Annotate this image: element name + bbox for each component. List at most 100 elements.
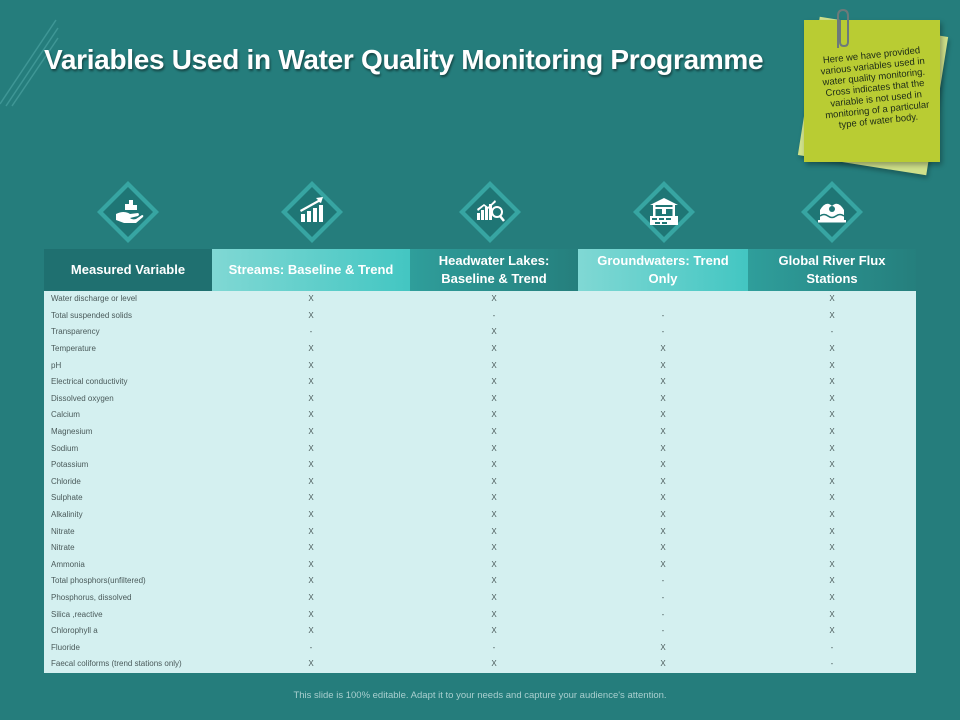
table-row: Temperature X X X X bbox=[44, 340, 916, 358]
variable-cell: Faecal coliforms (trend stations only) bbox=[44, 656, 212, 673]
table-row: Transparency - X - - bbox=[44, 324, 916, 341]
table-row: Potassium X X X X bbox=[44, 456, 916, 474]
variable-cell: Total phosphors(unfiltered) bbox=[44, 573, 212, 590]
growth-chart-icon bbox=[280, 180, 344, 244]
global-river-cell: X bbox=[748, 490, 916, 507]
streams-cell: X bbox=[212, 473, 410, 491]
sticky-note-text: Here we have provided various variables … bbox=[820, 45, 930, 131]
groundwaters-cell: X bbox=[578, 456, 748, 474]
header-groundwaters: Groundwaters: Trend Only bbox=[578, 249, 748, 291]
variable-cell: Transparency bbox=[44, 324, 212, 341]
paperclip-icon bbox=[837, 8, 849, 48]
page-title: Variables Used in Water Quality Monitori… bbox=[44, 44, 764, 75]
header-headwater-lakes: Headwater Lakes: Baseline & Trend bbox=[410, 249, 578, 291]
variable-cell: Sodium bbox=[44, 440, 212, 457]
groundwaters-cell: X bbox=[578, 473, 748, 491]
groundwaters-cell: X bbox=[578, 407, 748, 424]
table-row: Calcium X X X X bbox=[44, 407, 916, 424]
lakes-cell: X bbox=[410, 390, 578, 408]
variable-cell: Magnesium bbox=[44, 423, 212, 441]
global-river-cell: - bbox=[748, 324, 916, 341]
groundwaters-cell: X bbox=[578, 490, 748, 507]
water-globe-icon bbox=[800, 180, 864, 244]
lakes-cell: X bbox=[410, 440, 578, 457]
global-river-cell: X bbox=[748, 423, 916, 441]
lakes-cell: X bbox=[410, 622, 578, 640]
global-river-cell: X bbox=[748, 440, 916, 457]
table-row: Magnesium X X X X bbox=[44, 423, 916, 441]
streams-cell: X bbox=[212, 539, 410, 557]
global-river-cell: X bbox=[748, 407, 916, 424]
global-river-cell: - bbox=[748, 656, 916, 673]
groundwaters-cell: X bbox=[578, 390, 748, 408]
table-row: Phosphorus, dissolved X X - X bbox=[44, 589, 916, 607]
table-row: Ammonia X X X X bbox=[44, 556, 916, 574]
streams-cell: - bbox=[212, 639, 410, 657]
groundwaters-cell bbox=[578, 291, 748, 308]
sticky-note: Here we have provided various variables … bbox=[797, 8, 949, 176]
lakes-cell: X bbox=[410, 523, 578, 540]
variable-cell: Chloride bbox=[44, 473, 212, 491]
variable-cell: Fluoride bbox=[44, 639, 212, 657]
groundwaters-cell: - bbox=[578, 606, 748, 623]
lakes-cell: X bbox=[410, 423, 578, 441]
streams-cell: X bbox=[212, 291, 410, 308]
footer-note: This slide is 100% editable. Adapt it to… bbox=[293, 690, 667, 701]
header-streams: Streams: Baseline & Trend bbox=[212, 249, 410, 291]
lakes-cell: X bbox=[410, 291, 578, 308]
table-row: Nitrate X X X X bbox=[44, 523, 916, 540]
lakes-cell: X bbox=[410, 556, 578, 574]
groundwaters-cell: - bbox=[578, 622, 748, 640]
variable-cell: Ammonia bbox=[44, 556, 212, 574]
table-row: Fluoride - - X - bbox=[44, 639, 916, 657]
groundwaters-cell: X bbox=[578, 523, 748, 540]
lakes-cell: - bbox=[410, 639, 578, 657]
global-river-cell: X bbox=[748, 456, 916, 474]
table-row: Electrical conductivity X X X X bbox=[44, 373, 916, 391]
water-well-icon bbox=[632, 180, 696, 244]
global-river-cell: X bbox=[748, 390, 916, 408]
table-row: Total phosphors(unfiltered) X X - X bbox=[44, 573, 916, 590]
global-river-cell: X bbox=[748, 573, 916, 590]
lakes-cell: X bbox=[410, 324, 578, 341]
lakes-cell: X bbox=[410, 407, 578, 424]
variable-cell: Phosphorus, dissolved bbox=[44, 589, 212, 607]
lakes-cell: X bbox=[410, 340, 578, 358]
global-river-cell: X bbox=[748, 589, 916, 607]
streams-cell: X bbox=[212, 589, 410, 607]
table-row: Sulphate X X X X bbox=[44, 490, 916, 507]
lakes-cell: X bbox=[410, 473, 578, 491]
global-river-cell: X bbox=[748, 523, 916, 540]
groundwaters-cell: X bbox=[578, 556, 748, 574]
variable-cell: pH bbox=[44, 357, 212, 374]
streams-cell: X bbox=[212, 556, 410, 574]
variable-cell: Sulphate bbox=[44, 490, 212, 507]
streams-cell: X bbox=[212, 407, 410, 424]
streams-cell: X bbox=[212, 307, 410, 325]
chart-magnifier-icon bbox=[458, 180, 522, 244]
lakes-cell: X bbox=[410, 606, 578, 623]
variable-cell: Nitrate bbox=[44, 523, 212, 540]
variable-cell: Alkalinity bbox=[44, 506, 212, 524]
groundwaters-cell: - bbox=[578, 589, 748, 607]
lakes-cell: X bbox=[410, 506, 578, 524]
streams-cell: X bbox=[212, 523, 410, 540]
table-row: Dissolved oxygen X X X X bbox=[44, 390, 916, 408]
header-measured-variable: Measured Variable bbox=[44, 249, 212, 291]
table-body: Water discharge or level X X X Total suspend… bbox=[44, 291, 916, 673]
global-river-cell: X bbox=[748, 606, 916, 623]
global-river-cell: X bbox=[748, 357, 916, 374]
streams-cell: X bbox=[212, 357, 410, 374]
lakes-cell: X bbox=[410, 357, 578, 374]
table-row: Faecal coliforms (trend stations only) X X… bbox=[44, 656, 916, 673]
streams-cell: X bbox=[212, 340, 410, 358]
table-row: Nitrate X X X X bbox=[44, 539, 916, 557]
groundwaters-cell: X bbox=[578, 506, 748, 524]
lakes-cell: X bbox=[410, 373, 578, 391]
groundwaters-cell: X bbox=[578, 373, 748, 391]
variable-cell: Silica ,reactive bbox=[44, 606, 212, 623]
groundwaters-cell: X bbox=[578, 423, 748, 441]
streams-cell: X bbox=[212, 423, 410, 441]
global-river-cell: - bbox=[748, 639, 916, 657]
